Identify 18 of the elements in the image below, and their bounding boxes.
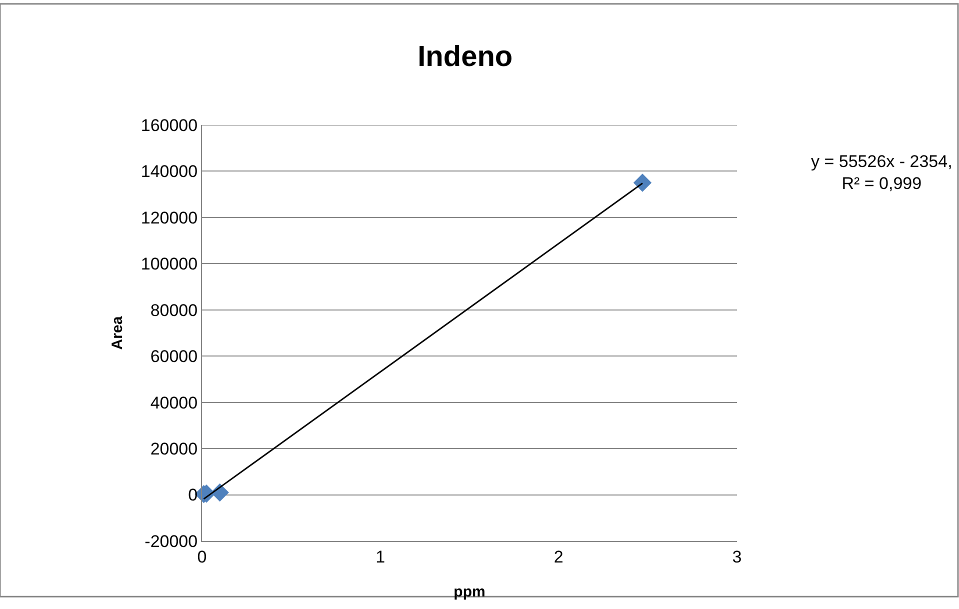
y-tick-label: 160000 xyxy=(140,116,198,135)
y-axis-title: Area xyxy=(109,316,126,350)
x-tick-label: 2 xyxy=(554,547,564,566)
y-tick-label: 0 xyxy=(188,486,198,505)
y-tick-label: 120000 xyxy=(140,208,198,228)
chart-title: Indeno xyxy=(418,40,513,73)
y-tick-label: 140000 xyxy=(140,162,198,182)
x-tick-label: 1 xyxy=(376,547,386,566)
y-tick-label: 20000 xyxy=(150,440,198,459)
y-tick-label: -20000 xyxy=(144,532,198,551)
text: y = 55526x - 2354, R² = 0,999 xyxy=(811,152,952,194)
y-tick-label: 60000 xyxy=(150,347,198,366)
y-tick-label: 80000 xyxy=(150,300,198,320)
x-axis-title: ppm xyxy=(454,583,486,600)
y-tick-label: 40000 xyxy=(150,393,198,412)
x-tick-label: 3 xyxy=(732,547,742,566)
y-tick-label: 100000 xyxy=(140,254,198,274)
point xyxy=(633,174,652,192)
